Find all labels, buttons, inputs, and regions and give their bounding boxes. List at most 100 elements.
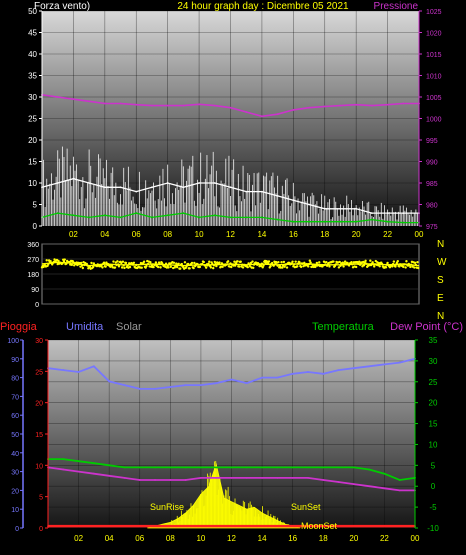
direction-point	[298, 261, 301, 264]
direction-point	[230, 265, 233, 269]
x-tick-label: 08	[163, 230, 172, 239]
humidity-tick-label: 60	[11, 413, 19, 420]
pressure-tick-label: 975	[426, 224, 438, 231]
x-tick-label: 06	[135, 534, 144, 543]
series-point	[291, 466, 294, 469]
series-point	[308, 106, 310, 109]
series-point	[370, 104, 373, 107]
direction-point	[90, 261, 93, 265]
direction-point	[116, 260, 119, 263]
direction-point	[104, 265, 107, 268]
temp-tick-label: 15	[429, 420, 438, 429]
series-point	[383, 363, 386, 366]
series-point	[386, 103, 389, 106]
direction-point	[299, 265, 303, 269]
chart-title: 24 hour graph day : Dicembre 05 2021	[177, 1, 349, 12]
pressure-tick-label: 1020	[426, 31, 442, 38]
direction-point	[315, 261, 319, 265]
direction-point	[338, 260, 341, 264]
series-point	[166, 214, 169, 217]
direction-point	[259, 264, 263, 268]
wind-tick-label: 5	[33, 201, 38, 210]
series-point	[355, 220, 358, 223]
series-point	[213, 104, 216, 107]
direction-point	[398, 265, 401, 268]
direction-point	[124, 261, 128, 265]
series-point	[386, 220, 389, 223]
wind-axis-title: Forza vento)	[34, 1, 90, 12]
series-point	[323, 105, 326, 108]
direction-point	[208, 260, 211, 263]
series-point	[245, 190, 248, 193]
direction-point	[402, 265, 405, 269]
direction-point	[113, 266, 117, 269]
direction-point	[198, 265, 202, 269]
direction-point	[369, 259, 372, 262]
series-point	[198, 216, 200, 219]
direction-point	[364, 259, 367, 263]
series-point	[323, 220, 326, 223]
pressure-tick-label: 1015	[426, 52, 442, 59]
pressure-tick-label: 1000	[426, 117, 442, 124]
pressure-tick-label: 1025	[426, 9, 442, 16]
dewpoint-label: Dew Point (°C)	[390, 321, 463, 333]
direction-point	[342, 265, 345, 268]
direction-point	[409, 265, 412, 269]
series-point	[151, 216, 153, 219]
direction-point	[145, 264, 148, 268]
series-point	[62, 468, 65, 471]
series-point	[337, 369, 340, 371]
series-point	[291, 372, 294, 375]
series-point	[291, 476, 294, 479]
direction-point	[102, 261, 106, 264]
series-point	[198, 182, 200, 184]
series-point	[92, 462, 95, 465]
direction-point	[154, 261, 158, 264]
direction-tick-label: 90	[31, 287, 39, 294]
moonset-annotation: MoonSet	[301, 521, 338, 531]
series-point	[135, 212, 138, 215]
wind-gust-bars	[41, 146, 418, 226]
wind-tick-label: 10	[28, 179, 37, 188]
series-point	[72, 214, 75, 217]
series-point	[398, 489, 401, 492]
humidity-tick-label: 0	[15, 526, 19, 533]
series-point	[245, 476, 248, 479]
x-tick-label: 14	[258, 534, 267, 543]
direction-point	[283, 265, 286, 268]
direction-point	[308, 259, 312, 262]
x-tick-label: 20	[352, 230, 361, 239]
direction-point	[332, 260, 335, 263]
series-point	[77, 371, 80, 373]
series-point	[200, 476, 202, 479]
rain-tick-label: 25	[35, 369, 43, 376]
wind-pressure-axes: 0510152025303540455097598098599099510001…	[28, 7, 442, 239]
rain-tick-label: 0	[39, 526, 43, 533]
direction-point	[183, 261, 187, 264]
temp-tick-label: -10	[427, 524, 439, 533]
temp-tick-label: 0	[431, 482, 436, 491]
direction-point	[416, 260, 419, 264]
series-point	[402, 102, 405, 105]
temp-tick-label: 30	[429, 357, 438, 366]
series-point	[200, 384, 202, 387]
series-point	[261, 376, 263, 379]
x-tick-label: 10	[196, 534, 205, 543]
series-point	[151, 186, 153, 189]
series-point	[368, 365, 371, 368]
sunrise-annotation: SunRise	[150, 502, 184, 512]
direction-point	[378, 265, 381, 268]
series-point	[229, 216, 232, 219]
wind-direction-series	[40, 258, 420, 270]
direction-point	[70, 263, 74, 267]
direction-point	[294, 260, 297, 263]
rain-hum-temp-plot-area	[48, 340, 415, 528]
direction-point	[142, 260, 146, 263]
series-point	[230, 476, 233, 479]
series-point	[322, 479, 325, 481]
direction-point	[417, 266, 420, 270]
direction-point	[167, 266, 170, 269]
series-point	[276, 218, 279, 221]
direction-point	[105, 261, 108, 264]
humidity-tick-label: 10	[11, 507, 19, 514]
